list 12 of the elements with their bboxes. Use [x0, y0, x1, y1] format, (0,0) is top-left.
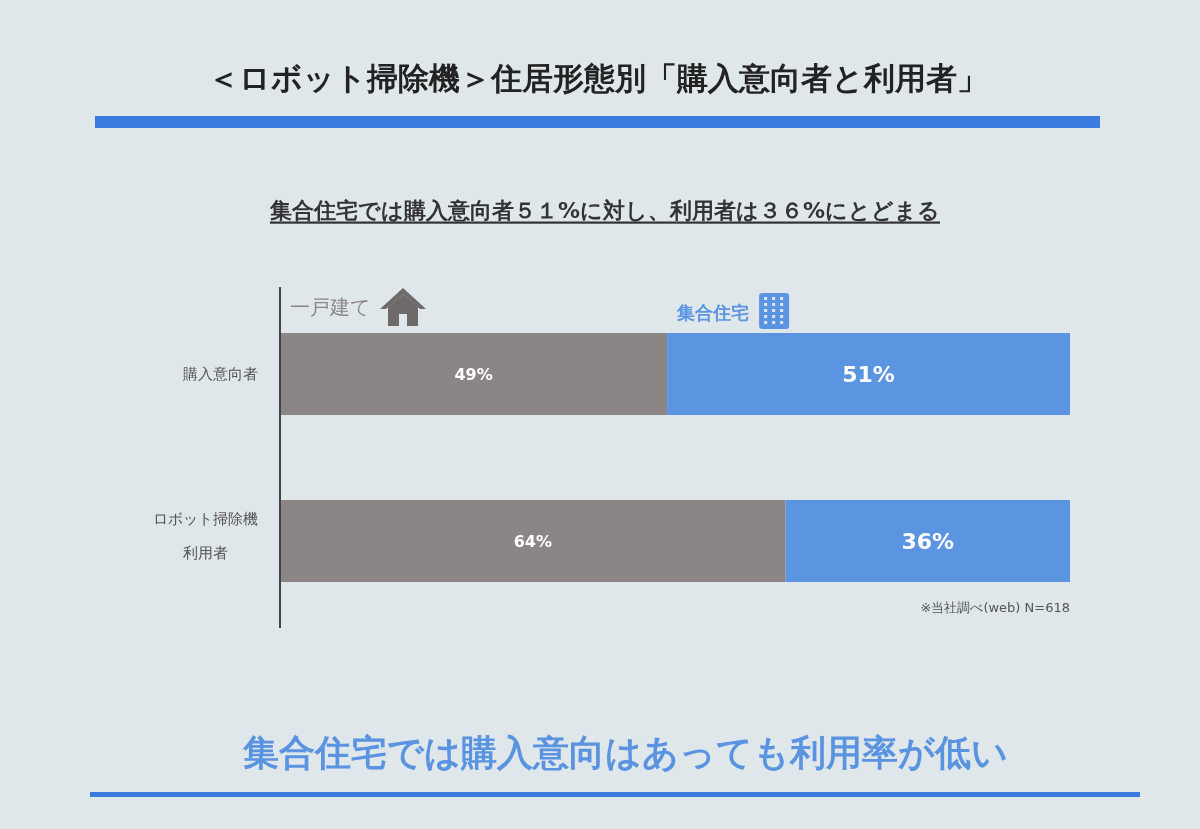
data-label: 36%	[901, 528, 955, 554]
data-label: 49%	[454, 364, 493, 384]
data-label: 64%	[513, 531, 552, 551]
text: 集合住宅では購入意向はあっても利用率が低い	[241, 731, 1008, 773]
chart-title: ＜ロボット掃除機＞住居形態別「購入意向者と利用者」	[208, 60, 988, 96]
series-label: 一戸建て	[290, 295, 370, 319]
y-tick-label: ロボット掃除機利用者	[153, 510, 258, 562]
chart-subtitle: 集合住宅では購入意向者５１%に対し、利用者は３６%にとどまる	[268, 197, 941, 223]
y-tick-label: 購入意向者	[183, 365, 258, 383]
annotation: ※当社調べ(web) N=618	[920, 599, 1070, 615]
legend-label: 集合住宅	[676, 301, 750, 323]
data-label: 51%	[842, 361, 895, 387]
